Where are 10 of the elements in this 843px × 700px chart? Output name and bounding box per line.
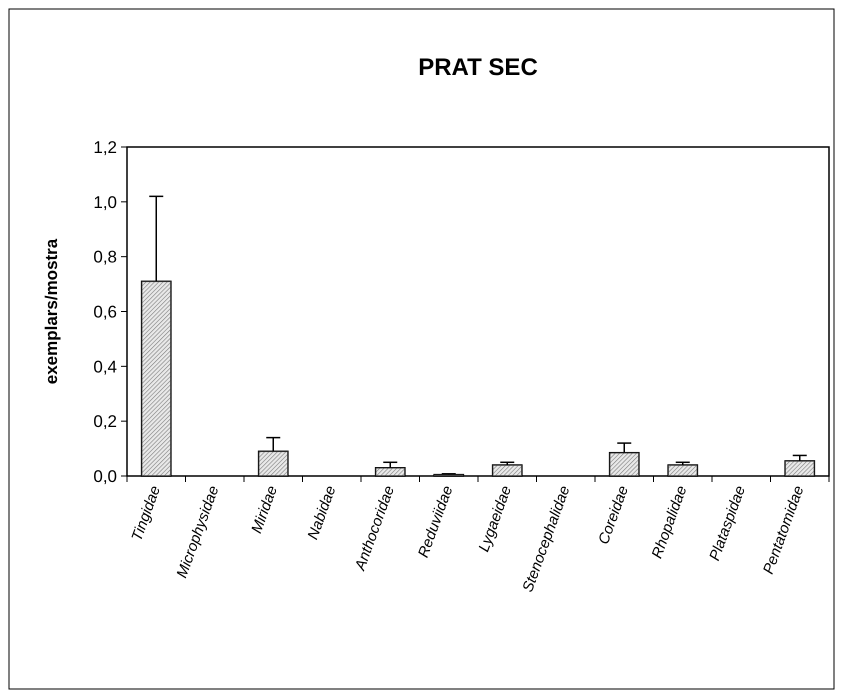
y-tick-label: 1,2 [93,138,117,157]
y-tick-label: 0,4 [93,357,117,376]
chart-title: PRAT SEC [418,54,538,81]
y-tick-label: 0,6 [93,302,117,322]
y-tick-label: 0,8 [93,248,117,267]
y-axis-title: exemplars/mostra [42,238,61,384]
y-tick-label: 0,2 [93,412,117,432]
x-tick-label: Miridae [248,484,282,536]
y-tick-label: 1,0 [93,192,117,212]
y-tick-label: 0,0 [93,466,117,486]
